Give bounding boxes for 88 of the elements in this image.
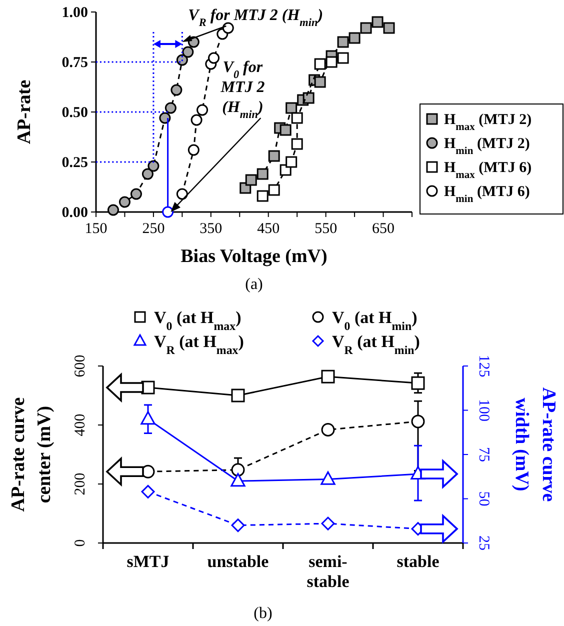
legend-label: H$_{min}$ (MTJ 6): [444, 184, 530, 204]
y-tick-label: 600: [72, 354, 88, 378]
point: [314, 76, 326, 88]
point: [107, 204, 119, 216]
point: [268, 184, 280, 196]
y-tick-label: 400: [72, 414, 88, 436]
point: [142, 168, 154, 180]
point: [245, 174, 257, 186]
point: [321, 422, 335, 436]
legend-label: V$_{R}$ (at H$_{max}$): [154, 332, 244, 357]
y2-tick-label: 125: [476, 354, 492, 378]
point: [286, 102, 298, 114]
y2-tick-label: 75: [476, 447, 492, 462]
point: [231, 518, 245, 532]
y-tick-label: 0: [72, 539, 88, 547]
y-tick-label: 200: [72, 472, 88, 496]
legend-label: V$_{0}$ (at H$_{max}$): [154, 308, 242, 333]
point: [291, 138, 303, 150]
legend-label: V$_{R}$ (at H$_{min}$): [332, 332, 420, 357]
point: [162, 206, 174, 218]
annotation: V$_{0}$ for MTJ 2 (H$_{min}$): [220, 59, 265, 121]
y-axis-title: AP-rate: [14, 80, 35, 144]
point: [383, 22, 395, 34]
point: [182, 46, 194, 58]
point: [326, 56, 338, 68]
point: [256, 190, 268, 202]
y-tick-label: 0.50: [62, 105, 88, 121]
x-tick-label: 150: [84, 221, 108, 237]
point: [302, 92, 314, 104]
x-tick-label: 550: [314, 221, 338, 237]
y-tick-label: 0.75: [62, 55, 88, 71]
point: [176, 188, 188, 200]
point: [320, 471, 336, 485]
legend-label: H$_{min}$ (MTJ 2): [444, 136, 530, 156]
y2-tick-label: 25: [476, 536, 492, 550]
x-tick-label: 350: [200, 221, 222, 237]
x-tick-label: stable: [396, 552, 440, 571]
point: [141, 484, 155, 498]
point: [348, 32, 360, 44]
point: [372, 16, 384, 28]
point: [286, 156, 298, 168]
point: [188, 144, 200, 156]
x-tick-label: 650: [372, 221, 395, 237]
point: [337, 36, 349, 48]
y2-axis-title: AP-rate curve width (mV): [511, 387, 559, 502]
legend-label: H$_{max}$ (MTJ 2): [444, 112, 532, 132]
legend-label: V$_{0}$ (at H$_{min}$): [332, 308, 418, 333]
point: [190, 114, 202, 126]
x-tick-label: 450: [257, 221, 280, 237]
annotation: V$_{R}$ for MTJ 2 (H$_{min}$): [188, 7, 324, 29]
y-tick-label: 0.00: [62, 205, 88, 221]
point: [256, 168, 268, 180]
point: [231, 463, 245, 477]
x-tick-label: unstable: [207, 552, 270, 571]
point: [268, 150, 280, 162]
point: [280, 124, 292, 136]
point: [222, 22, 234, 34]
y2-tick-label: 100: [476, 399, 492, 422]
x-axis-title: Bias Voltage (mV): [180, 246, 328, 267]
point: [230, 473, 246, 487]
point: [140, 411, 156, 425]
point: [196, 104, 208, 116]
point: [291, 112, 303, 124]
point: [170, 84, 182, 96]
text: (a): [245, 276, 263, 293]
point: [118, 196, 130, 208]
point: [148, 160, 160, 172]
point: [208, 52, 220, 64]
x-tick-label: semi-stable: [306, 552, 350, 591]
point: [130, 188, 142, 200]
y2-tick-label: 50: [476, 491, 492, 506]
x-tick-label: sMTJ: [126, 552, 170, 571]
point: [321, 370, 335, 384]
y-tick-label: 0.25: [62, 155, 88, 171]
point: [411, 414, 425, 428]
point: [231, 388, 245, 402]
point: [314, 58, 326, 70]
point: [411, 376, 425, 390]
point: [164, 102, 176, 114]
point: [360, 22, 372, 34]
x-tick-label: 250: [142, 221, 165, 237]
point: [321, 516, 335, 530]
text: (b): [254, 605, 272, 622]
y-axis-title: AP-rate curve center (mV): [8, 397, 55, 512]
point: [159, 112, 171, 124]
y-tick-label: 1.00: [62, 5, 88, 21]
legend-label: H$_{max}$ (MTJ 6): [444, 160, 532, 180]
point: [337, 52, 349, 64]
